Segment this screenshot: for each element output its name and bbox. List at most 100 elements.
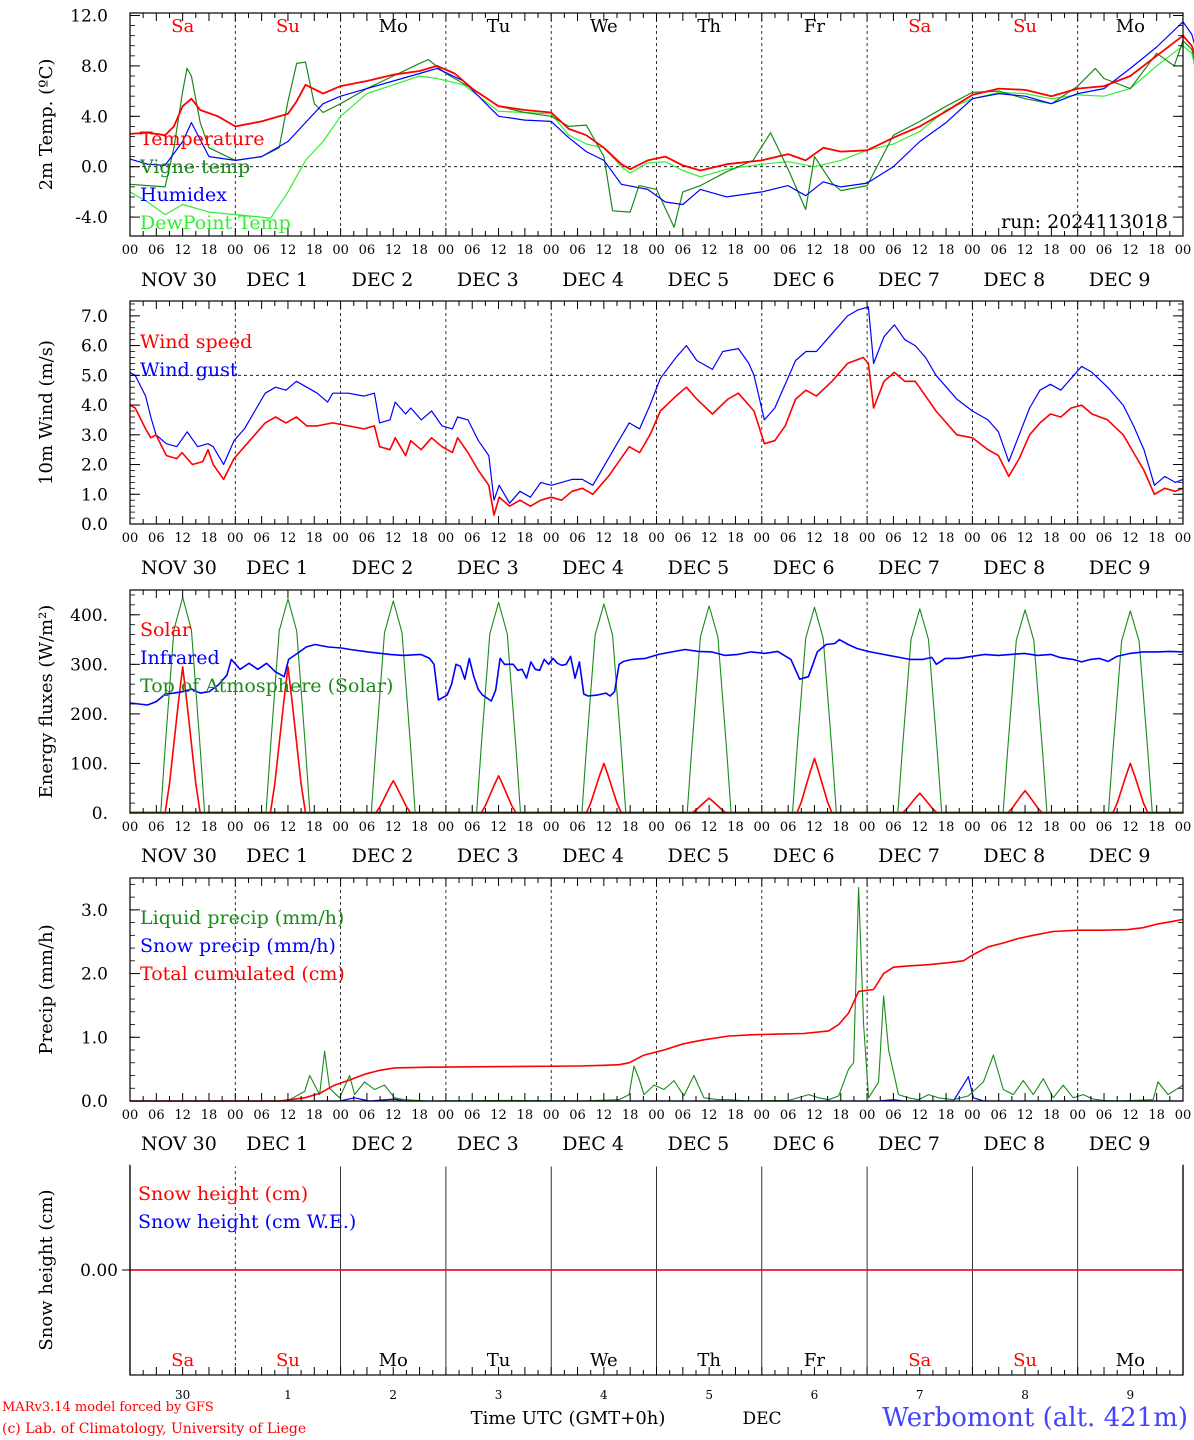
snow-day-abbr: Tu — [487, 1350, 511, 1371]
run-label: run: 2024113018 — [1001, 211, 1168, 233]
temp-hour-label: 18 — [201, 243, 218, 258]
wind-hour-label: 18 — [201, 531, 218, 546]
energy-hour-label: 18 — [517, 820, 534, 835]
wind-line-speed — [129, 356, 1184, 516]
temp-hour-label: 06 — [675, 243, 692, 258]
precip-legend-2: Snow precip (mm/h) — [140, 935, 336, 957]
wind-hour-label: 06 — [675, 531, 692, 546]
wind-ytick-label: 0.0 — [81, 515, 108, 535]
temp-day-abbr: Sa — [171, 16, 194, 37]
solar-day-7 — [796, 757, 833, 814]
energy-hour-label: 12 — [174, 820, 191, 835]
wind-date-label: DEC 2 — [352, 557, 414, 579]
temp-hour-label: 12 — [911, 243, 928, 258]
wind-ytick-label: 3.0 — [81, 426, 108, 446]
energy-date-label: DEC 7 — [878, 845, 940, 867]
day-number-label: 9 — [1127, 1388, 1135, 1402]
temp-day-abbr: Mo — [1116, 16, 1145, 37]
snow-day-abbr: Mo — [379, 1350, 408, 1371]
wind-hour-label: 00 — [648, 531, 665, 546]
energy-hour-label: 00 — [859, 820, 876, 835]
precip-hour-label: 00 — [332, 1108, 349, 1123]
energy-date-label: DEC 8 — [983, 845, 1045, 867]
precip-hour-label: 00 — [122, 1108, 139, 1123]
energy-hour-label: 00 — [122, 820, 139, 835]
infrared-line — [129, 638, 1184, 706]
energy-date-label: NOV 30 — [141, 845, 217, 867]
precip-date-label: DEC 9 — [1089, 1133, 1151, 1155]
toa-solar-day-2 — [265, 598, 311, 814]
energy-legend-1: Solar — [140, 619, 192, 641]
wind-date-label: DEC 7 — [878, 557, 940, 579]
energy-hour-label: 00 — [227, 820, 244, 835]
precip-date-label: DEC 5 — [668, 1133, 730, 1155]
temp-date-label: DEC 9 — [1089, 269, 1151, 291]
energy-hour-label: 06 — [148, 820, 165, 835]
temp-hour-label: 12 — [806, 243, 823, 258]
precip-hour-label: 12 — [806, 1108, 823, 1123]
energy-hour-label: 12 — [596, 820, 613, 835]
wind-hour-label: 12 — [1017, 531, 1034, 546]
wind-ytick-label: 5.0 — [81, 366, 108, 386]
temp-legend-2: Vigne temp — [139, 156, 250, 178]
temp-date-label: DEC 7 — [878, 269, 940, 291]
day-number-label: 1 — [284, 1388, 292, 1402]
energy-hour-label: 12 — [701, 820, 718, 835]
footer-month: DEC — [742, 1409, 781, 1429]
axes-layer — [122, 12, 1184, 1376]
wind-hour-label: 18 — [306, 531, 323, 546]
energy-ytick-label: 300. — [70, 655, 108, 675]
temp-hour-label: 18 — [306, 243, 323, 258]
energy-hour-label: 12 — [1017, 820, 1034, 835]
wind-ylabel: 10m Wind (m/s) — [36, 340, 57, 485]
temp-day-abbr: Th — [697, 16, 721, 37]
wind-hour-label: 12 — [1122, 531, 1139, 546]
day-number-label: 8 — [1021, 1388, 1029, 1402]
precip-ylabel: Precip (mm/h) — [36, 924, 57, 1054]
snow-day-abbr: Sa — [908, 1350, 931, 1371]
wind-hour-label: 18 — [622, 531, 639, 546]
temp-hour-label: 12 — [174, 243, 191, 258]
temp-hour-label: 06 — [1096, 243, 1113, 258]
temp-date-label: DEC 4 — [562, 269, 624, 291]
precip-hour-label: 18 — [306, 1108, 323, 1123]
wind-hour-label: 06 — [253, 531, 270, 546]
wind-legend-2: Wind gust — [140, 359, 238, 381]
solar-day-4 — [480, 774, 517, 814]
precip-hour-label: 06 — [990, 1108, 1007, 1123]
precip-ytick-label: 1.0 — [81, 1028, 108, 1048]
liquid-precip-line — [130, 887, 1184, 1102]
temp-hour-label: 18 — [622, 243, 639, 258]
temp-hour-label: 18 — [1148, 243, 1165, 258]
temp-date-label: DEC 3 — [457, 269, 519, 291]
precip-hour-label: 00 — [648, 1108, 665, 1123]
temp-line-dewpoint-temp — [129, 45, 1194, 219]
toa-solar-day-4 — [476, 601, 522, 814]
temp-hour-label: 06 — [253, 243, 270, 258]
energy-ytick-label: 200. — [70, 705, 108, 725]
snow-day-abbr: We — [590, 1350, 618, 1371]
precip-hour-label: 00 — [859, 1108, 876, 1123]
precip-ytick-label: 0.0 — [81, 1092, 108, 1112]
toa-solar-day-5 — [581, 603, 627, 814]
precip-ytick-label: 3.0 — [81, 901, 108, 921]
energy-hour-label: 18 — [727, 820, 744, 835]
precip-hour-label: 06 — [359, 1108, 376, 1123]
snow-day-abbr: Su — [276, 1350, 300, 1371]
precip-hour-label: 18 — [833, 1108, 850, 1123]
day-number-label: 6 — [811, 1388, 819, 1402]
precip-hour-label: 12 — [1017, 1108, 1034, 1123]
wind-hour-label: 06 — [780, 531, 797, 546]
wind-date-label: DEC 6 — [773, 557, 835, 579]
day-number-label: 4 — [600, 1388, 608, 1402]
precip-legend-3: Total cumulated (cm) — [140, 963, 345, 985]
precip-date-label: DEC 4 — [562, 1133, 624, 1155]
energy-hour-label: 18 — [1148, 820, 1165, 835]
wind-hour-label: 12 — [280, 531, 297, 546]
total-cumulated-line — [130, 918, 1184, 1102]
precip-hour-label: 12 — [701, 1108, 718, 1123]
toa-solar-day-3 — [370, 600, 416, 814]
energy-hour-label: 00 — [754, 820, 771, 835]
energy-hour-label: 00 — [1069, 820, 1086, 835]
wind-hour-label: 06 — [464, 531, 481, 546]
